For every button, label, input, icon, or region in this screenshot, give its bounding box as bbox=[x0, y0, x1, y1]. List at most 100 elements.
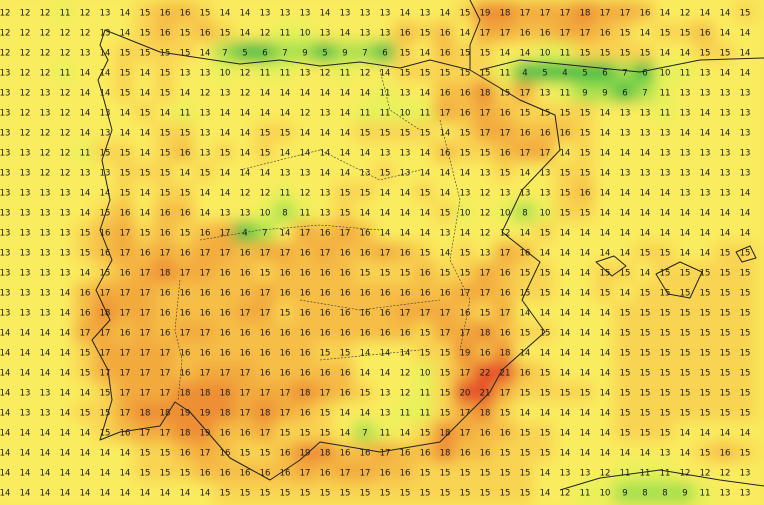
temp-cell bbox=[514, 362, 536, 384]
temp-label: 15 bbox=[740, 249, 751, 259]
temp-label: 14 bbox=[640, 229, 651, 239]
temp-cell bbox=[34, 382, 56, 404]
temp-label: 15 bbox=[180, 229, 191, 239]
temp-label: 14 bbox=[120, 449, 131, 459]
temp-label: 15 bbox=[420, 489, 431, 499]
temp-cell bbox=[614, 402, 636, 424]
temp-cell bbox=[734, 462, 756, 484]
temp-label: 12 bbox=[700, 469, 711, 479]
temp-cell bbox=[234, 62, 256, 84]
temp-cell bbox=[634, 482, 656, 504]
temp-cell bbox=[534, 82, 556, 104]
temp-cell bbox=[534, 382, 556, 404]
temp-label: 17 bbox=[440, 309, 451, 319]
temp-label: 11 bbox=[340, 69, 351, 79]
temp-cell bbox=[374, 182, 396, 204]
temp-cell bbox=[614, 282, 636, 304]
temp-label: 16 bbox=[400, 449, 411, 459]
temp-cell bbox=[674, 182, 696, 204]
temp-cell bbox=[74, 102, 96, 124]
temp-label: 14 bbox=[660, 189, 671, 199]
temp-label: 16 bbox=[360, 289, 371, 299]
temp-cell bbox=[714, 422, 736, 444]
temp-cell bbox=[654, 102, 676, 124]
temp-label: 9 bbox=[302, 49, 307, 59]
temp-cell bbox=[34, 102, 56, 124]
temp-cell bbox=[174, 242, 196, 264]
temp-cell bbox=[294, 142, 316, 164]
temp-label: 12 bbox=[0, 49, 10, 59]
temp-cell bbox=[474, 482, 496, 504]
temp-cell bbox=[714, 222, 736, 244]
temp-cell bbox=[414, 222, 436, 244]
temp-cell bbox=[534, 262, 556, 284]
temp-cell bbox=[274, 362, 296, 384]
temp-label: 15 bbox=[120, 149, 131, 159]
temp-label: 14 bbox=[560, 269, 571, 279]
temp-cell bbox=[534, 242, 556, 264]
temp-label: 14 bbox=[380, 229, 391, 239]
temp-label: 14 bbox=[80, 489, 91, 499]
temp-label: 14 bbox=[460, 229, 471, 239]
temp-cell bbox=[154, 302, 176, 324]
temp-label: 17 bbox=[100, 369, 111, 379]
temp-cell bbox=[274, 162, 296, 184]
temp-label: 17 bbox=[300, 229, 311, 239]
temp-label: 13 bbox=[400, 89, 411, 99]
temp-label: 15 bbox=[460, 69, 471, 79]
temp-cell bbox=[134, 462, 156, 484]
temp-cell bbox=[374, 322, 396, 344]
temp-label: 14 bbox=[520, 169, 531, 179]
temp-cell bbox=[534, 422, 556, 444]
temp-label: 15 bbox=[260, 449, 271, 459]
temp-label: 13 bbox=[500, 189, 511, 199]
temp-label: 15 bbox=[140, 9, 151, 19]
temp-label: 16 bbox=[280, 469, 291, 479]
temp-label: 14 bbox=[440, 169, 451, 179]
temp-cell bbox=[374, 22, 396, 44]
temp-cell bbox=[494, 182, 516, 204]
temp-label: 15 bbox=[720, 249, 731, 259]
temp-cell bbox=[474, 82, 496, 104]
temp-cell bbox=[494, 62, 516, 84]
temp-label: 13 bbox=[60, 269, 71, 279]
temp-cell bbox=[154, 282, 176, 304]
temp-label: 15 bbox=[180, 29, 191, 39]
temp-label: 14 bbox=[620, 189, 631, 199]
temp-cell bbox=[374, 222, 396, 244]
temp-cell bbox=[414, 182, 436, 204]
temp-cell bbox=[474, 142, 496, 164]
temp-label: 15 bbox=[660, 249, 671, 259]
temp-label: 13 bbox=[0, 189, 10, 199]
temp-cell bbox=[74, 122, 96, 144]
temp-cell bbox=[434, 102, 456, 124]
temp-label: 14 bbox=[440, 249, 451, 259]
temp-label: 14 bbox=[580, 449, 591, 459]
temp-cell bbox=[274, 322, 296, 344]
temp-cell bbox=[414, 442, 436, 464]
temp-label: 13 bbox=[0, 69, 10, 79]
temp-cell bbox=[0, 262, 16, 284]
temp-label: 14 bbox=[580, 249, 591, 259]
temp-cell bbox=[614, 82, 636, 104]
temp-cell bbox=[634, 462, 656, 484]
temp-label: 12 bbox=[300, 189, 311, 199]
temp-cell bbox=[474, 42, 496, 64]
temp-cell bbox=[74, 342, 96, 364]
temp-label: 16 bbox=[400, 329, 411, 339]
temp-cell bbox=[214, 202, 236, 224]
temp-label: 16 bbox=[480, 429, 491, 439]
temp-cell bbox=[54, 222, 76, 244]
temp-cell bbox=[254, 282, 276, 304]
temp-label: 15 bbox=[140, 29, 151, 39]
temp-label: 14 bbox=[600, 309, 611, 319]
temp-cell bbox=[374, 142, 396, 164]
temp-label: 15 bbox=[420, 69, 431, 79]
temp-cell bbox=[114, 442, 136, 464]
temp-label: 12 bbox=[40, 129, 51, 139]
temp-cell bbox=[34, 222, 56, 244]
temp-cell bbox=[134, 282, 156, 304]
temp-label: 17 bbox=[460, 429, 471, 439]
temp-label: 14 bbox=[580, 289, 591, 299]
temp-cell bbox=[734, 222, 756, 244]
